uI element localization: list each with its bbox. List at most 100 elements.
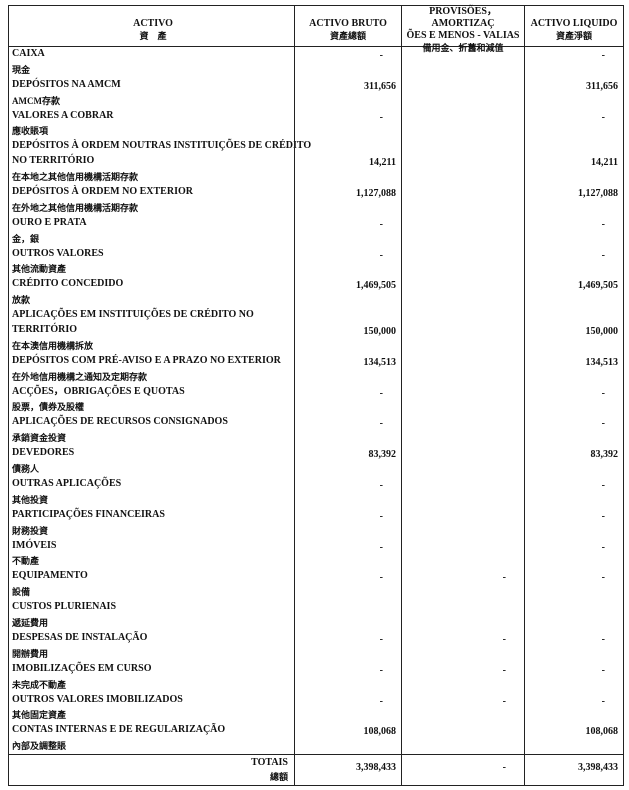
value-cell: - (524, 661, 623, 693)
value-cell: - (524, 476, 623, 508)
total-value: - (401, 755, 524, 786)
table-row: EQUIPAMENTO 設備 - - - (9, 569, 623, 601)
value-cell: - (294, 476, 401, 508)
total-value: 3,398,433 (524, 755, 623, 786)
value-cell: - (294, 246, 401, 278)
label-zh: 放款 (12, 295, 31, 306)
label-pt: PARTICIPAÇÕES FINANCEIRAS (12, 508, 165, 520)
label-pt: CUSTOS PLURIENAIS (12, 601, 117, 613)
value-cell (401, 277, 524, 309)
label-cell: CAIXA 現金 (9, 47, 294, 78)
table-row: OUTROS VALORES 其他流動資產 - - (9, 246, 623, 278)
value-cell: - (294, 661, 401, 693)
label-pt: IMÓVEIS (12, 539, 57, 551)
label-pt: CONTAS INTERNAS E DE REGULARIZAÇÃO (12, 724, 226, 736)
value-cell: - (294, 47, 401, 78)
label-zh: 未完成不動產 (12, 679, 67, 690)
header-text: 資 產 (139, 31, 167, 41)
label-zh: 其他投資 (12, 494, 49, 505)
label-pt: DEPÓSITOS NA AMCM (12, 78, 121, 90)
table-row: DEVEDORES 債務人 83,392 83,392 (9, 446, 623, 477)
value-cell: 83,392 (294, 446, 401, 477)
table-row: OURO E PRATA 金，銀 - - (9, 215, 623, 247)
label-zh: 在本地之其他信用機構活期存款 (12, 171, 139, 182)
value-cell (401, 77, 524, 109)
total-value: 3,398,433 (294, 755, 401, 786)
value-cell (401, 415, 524, 447)
value-cell (401, 446, 524, 477)
label-zh: 在外地之其他信用機構活期存款 (12, 202, 139, 213)
value-cell (401, 600, 524, 631)
value-cell: - (524, 246, 623, 278)
totals-label: TOTAIS 總額 (9, 755, 294, 785)
label-pt: ACÇÕES，OBRIGAÇÕES E QUOTAS (12, 385, 185, 397)
label-cell: APLICAÇÕES EM INSTITUIÇÕES DE CRÉDITO NO… (9, 308, 294, 354)
label-zh: 其他流動資產 (12, 264, 67, 275)
value-cell: - (524, 630, 623, 662)
label-pt: OURO E PRATA (12, 216, 87, 228)
label-pt: OUTROS VALORES (12, 247, 104, 259)
label-pt: CAIXA (12, 48, 45, 59)
label-cell: OUTROS VALORES 其他流動資產 (9, 247, 294, 278)
value-cell: 108,068 (294, 723, 401, 755)
table-row: DEPÓSITOS À ORDEM NO EXTERIOR 在外地之其他信用機構活… (9, 184, 623, 216)
value-cell: - (524, 47, 623, 78)
label-pt: DEPÓSITOS À ORDEM NOUTRAS INSTITUIÇÕES D… (12, 140, 312, 152)
table-row: IMOBILIZAÇÕES EM CURSO 未完成不動產 - - - (9, 661, 623, 693)
label-cell: CONTAS INTERNAS E DE REGULARIZAÇÃO 內部及調整賬 (9, 723, 294, 754)
label-zh: 在外地信用機構之通知及定期存款 (12, 371, 148, 382)
label-cell: OUTRAS APLICAÇÕES 其他投資 (9, 477, 294, 508)
value-cell (401, 215, 524, 247)
label-cell: CUSTOS PLURIENAIS 遞延費用 (9, 600, 294, 631)
label-zh: AMCM存款 (12, 95, 60, 106)
label-cell: OURO E PRATA 金，銀 (9, 216, 294, 247)
label-pt: DEVEDORES (12, 447, 75, 459)
value-cell (401, 47, 524, 78)
value-cell: 311,656 (294, 77, 401, 109)
header-cell: PROVISÕES，AMORTIZAÇ ÕES E MENOS - VALIAS 備… (401, 6, 524, 54)
label-cell: CRÉDITO CONCEDIDO 放款 (9, 277, 294, 308)
label-pt: APLICAÇÕES EM INSTITUIÇÕES DE CRÉDITO NO (12, 309, 254, 321)
label-zh: 設備 (12, 587, 31, 598)
label-cell: DEVEDORES 債務人 (9, 446, 294, 477)
table-row: CUSTOS PLURIENAIS 遞延費用 (9, 600, 623, 631)
value-cell: - (524, 569, 623, 601)
value-cell: 14,211 (524, 139, 623, 185)
label-cell: OUTROS VALORES IMOBILIZADOS 其他固定資產 (9, 693, 294, 724)
totals-text: 總額 (269, 772, 288, 783)
value-cell: - (524, 108, 623, 140)
header-text: 備用金、折舊和減值 (422, 43, 504, 53)
table-row: CONTAS INTERNAS E DE REGULARIZAÇÃO 內部及調整賬… (9, 723, 623, 755)
value-cell: - (401, 692, 524, 724)
label-cell: DEPÓSITOS À ORDEM NOUTRAS INSTITUIÇÕES D… (9, 139, 312, 185)
header-text: ACTIVO (133, 18, 173, 29)
label-zh: 內部及調整賬 (12, 741, 67, 752)
value-cell: 150,000 (524, 308, 623, 354)
label-pt: CRÉDITO CONCEDIDO (12, 278, 124, 290)
label-zh: 其他固定資產 (12, 710, 67, 721)
header-cell: ACTIVO 資 產 (9, 6, 294, 54)
value-cell: - (294, 692, 401, 724)
totals-text: TOTAIS (251, 757, 288, 769)
value-cell (401, 353, 524, 385)
label-zh: 債務人 (12, 463, 40, 474)
table-row: OUTROS VALORES IMOBILIZADOS 其他固定資產 - - - (9, 692, 623, 724)
table-row: DESPESAS DE INSTALAÇÃO 開辦費用 - - - (9, 630, 623, 662)
table-row: DEPÓSITOS NA AMCM AMCM存款 311,656 311,656 (9, 77, 623, 109)
value-cell: 14,211 (294, 139, 401, 185)
label-zh: 承銷資金投資 (12, 433, 67, 444)
value-cell: 1,127,088 (524, 184, 623, 216)
table-row: PARTICIPAÇÕES FINANCEIRAS 財務投資 - - (9, 507, 623, 539)
label-zh: 在本澳信用機構拆放 (12, 340, 94, 351)
value-cell: - (524, 384, 623, 416)
value-cell: 311,656 (524, 77, 623, 109)
table-row: APLICAÇÕES DE RECURSOS CONSIGNADOS 承銷資金投資… (9, 415, 623, 447)
label-pt: EQUIPAMENTO (12, 570, 88, 582)
value-cell (401, 184, 524, 216)
header-text: ACTIVO BRUTO (309, 18, 387, 29)
label-pt: APLICAÇÕES DE RECURSOS CONSIGNADOS (12, 416, 228, 428)
label-cell: APLICAÇÕES DE RECURSOS CONSIGNADOS 承銷資金投資 (9, 415, 294, 446)
table-row: IMÓVEIS 不動產 - - (9, 538, 623, 570)
table-body: CAIXA 現金 - - DEPÓSITOS NA AMCM AMCM存款 311,656 3… (9, 47, 623, 755)
label-pt: IMOBILIZAÇÕES EM CURSO (12, 662, 152, 674)
